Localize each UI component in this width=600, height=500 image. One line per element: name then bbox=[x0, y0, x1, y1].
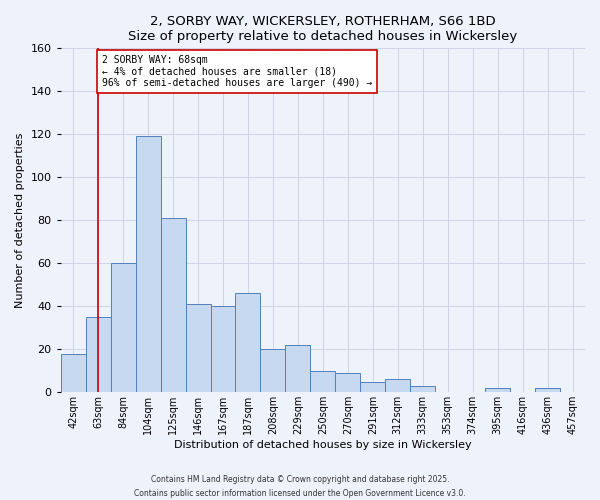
Y-axis label: Number of detached properties: Number of detached properties bbox=[15, 132, 25, 308]
Bar bbox=[361, 382, 385, 392]
Title: 2, SORBY WAY, WICKERSLEY, ROTHERHAM, S66 1BD
Size of property relative to detach: 2, SORBY WAY, WICKERSLEY, ROTHERHAM, S66… bbox=[128, 15, 517, 43]
Bar bbox=[335, 373, 361, 392]
Bar bbox=[110, 264, 136, 392]
Bar bbox=[211, 306, 235, 392]
Bar bbox=[410, 386, 435, 392]
Bar bbox=[86, 317, 110, 392]
Bar bbox=[485, 388, 510, 392]
Bar bbox=[136, 136, 161, 392]
Bar bbox=[235, 294, 260, 392]
X-axis label: Distribution of detached houses by size in Wickersley: Distribution of detached houses by size … bbox=[174, 440, 472, 450]
Bar bbox=[61, 354, 86, 393]
Text: 2 SORBY WAY: 68sqm
← 4% of detached houses are smaller (18)
96% of semi-detached: 2 SORBY WAY: 68sqm ← 4% of detached hous… bbox=[102, 55, 372, 88]
Bar bbox=[260, 350, 286, 393]
Text: Contains HM Land Registry data © Crown copyright and database right 2025.
Contai: Contains HM Land Registry data © Crown c… bbox=[134, 476, 466, 498]
Bar bbox=[185, 304, 211, 392]
Bar bbox=[310, 371, 335, 392]
Bar bbox=[286, 345, 310, 393]
Bar bbox=[535, 388, 560, 392]
Bar bbox=[161, 218, 185, 392]
Bar bbox=[385, 380, 410, 392]
